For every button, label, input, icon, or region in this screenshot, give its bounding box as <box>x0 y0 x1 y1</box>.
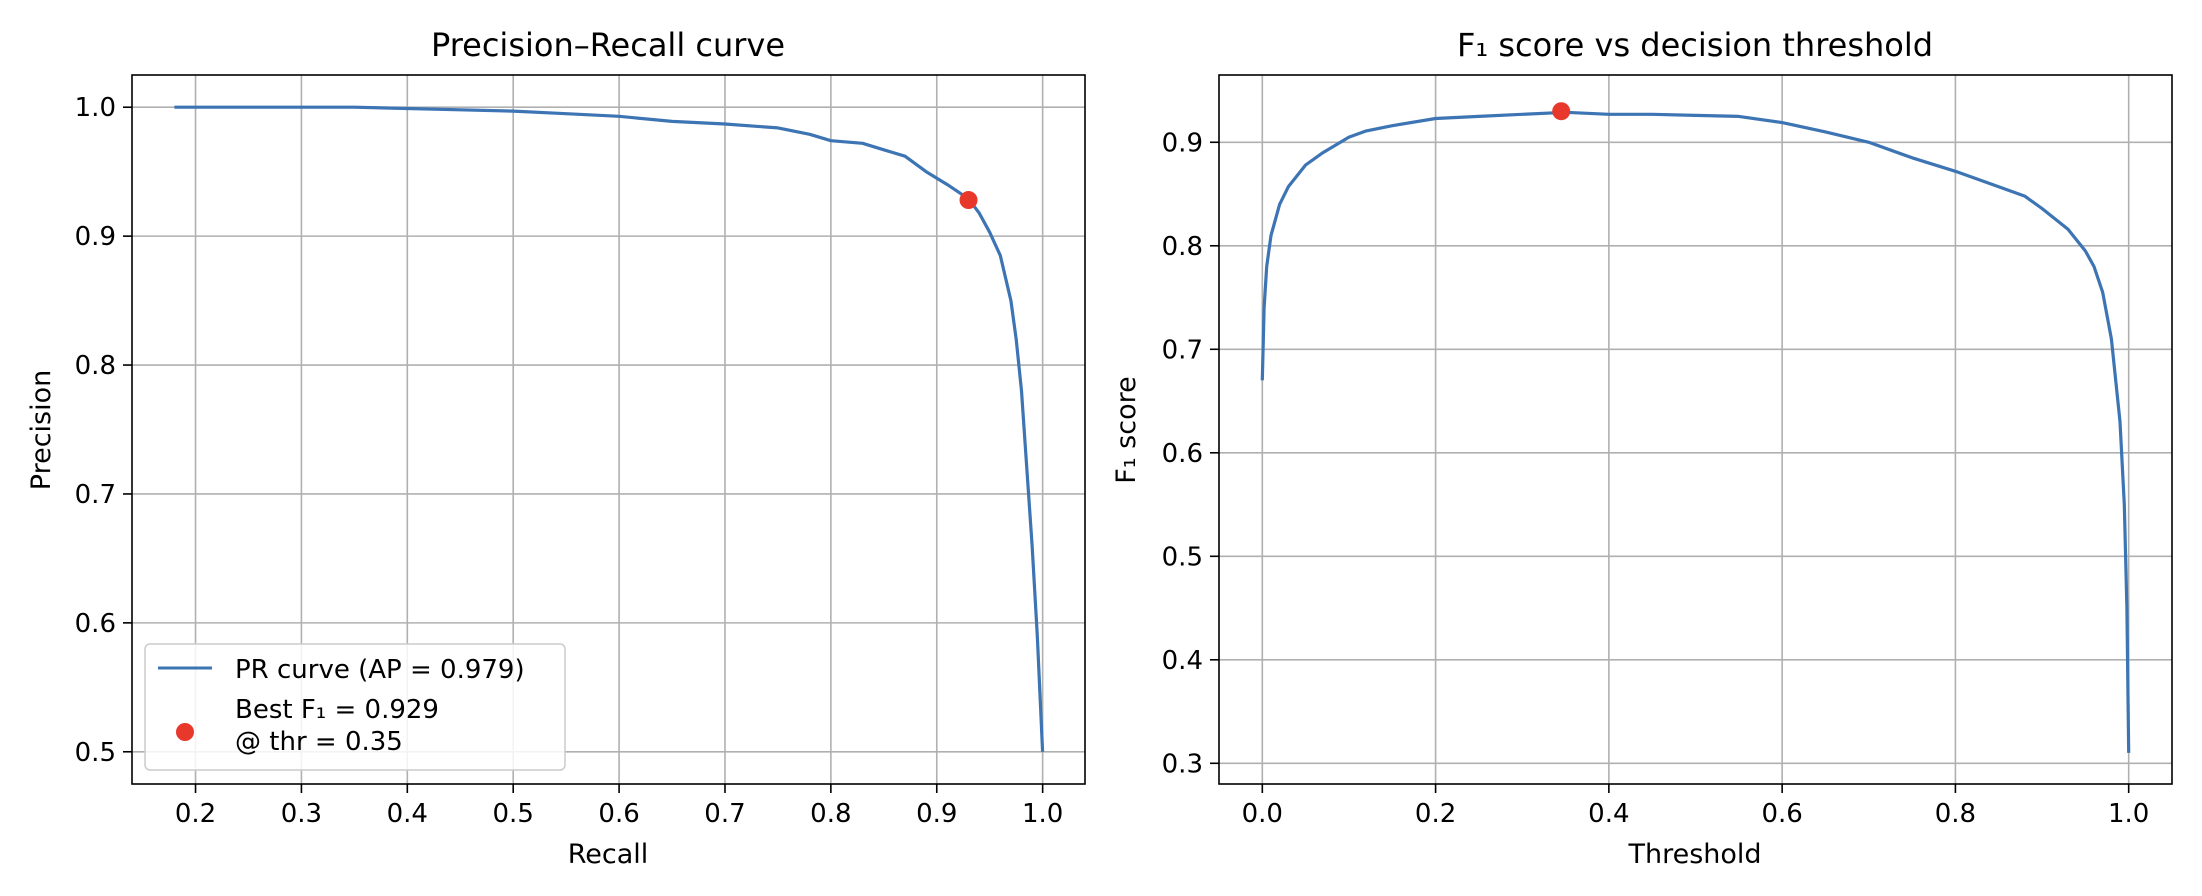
pr-x-tick-label: 0.3 <box>281 799 322 829</box>
f1-subplot: 0.0 0.2 0.4 0.6 0.8 1.00.30.40.50.60.70.80.9 … <box>1111 26 2173 870</box>
pr-x-axis-label: Recall <box>568 839 649 870</box>
pr-chart-title: Precision–Recall curve <box>431 26 785 64</box>
pr-legend-box <box>144 643 566 771</box>
f1-y-axis-label: F₁ score <box>1111 376 1142 484</box>
pr-x-tick-label: 0.6 <box>598 799 639 829</box>
f1-x-tick-label: 1.0 <box>2108 799 2149 829</box>
f1-x-tick-label: 0.8 <box>1935 799 1976 829</box>
pr-best-f1-marker <box>959 191 978 210</box>
pr-curve <box>174 105 1045 752</box>
pr-y-tick-label: 0.7 <box>75 480 116 510</box>
pr-legend-label-best-line1: Best F₁ = 0.929 <box>235 695 439 725</box>
pr-y-axis-label: Precision <box>26 370 57 490</box>
pr-subplot: 0.2 0.3 0.4 0.5 0.6 0.7 0.8 0.9 1.0 0.5 0.6 0.7 0.8 0… <box>26 26 1086 870</box>
f1-y-tick-label: 0.5 <box>1162 542 1203 572</box>
pr-x-tick-label: 0.9 <box>916 799 957 829</box>
pr-x-tick-label: 0.2 <box>175 799 216 829</box>
pr-y-tick-label: 0.9 <box>75 222 116 252</box>
pr-x-tick-label: 0.5 <box>493 799 534 829</box>
f1-y-tick-label: 0.6 <box>1162 439 1203 469</box>
pr-x-tick-label: 0.7 <box>704 799 745 829</box>
pr-y-tick-label: 0.8 <box>75 351 116 381</box>
pr-legend-label-curve: PR curve (AP = 0.979) <box>235 655 525 685</box>
pr-ticks: 0.2 0.3 0.4 0.5 0.6 0.7 0.8 0.9 1.0 0.5 0.6 0.7 0.8 0… <box>75 93 1064 829</box>
pr-legend-marker-best <box>176 723 194 741</box>
f1-x-tick-label: 0.6 <box>1761 799 1802 829</box>
f1-chart-title: F₁ score vs decision threshold <box>1457 26 1933 64</box>
f1-y-tick-label: 0.7 <box>1162 335 1203 365</box>
pr-x-tick-label: 0.8 <box>810 799 851 829</box>
f1-y-tick-label: 0.8 <box>1162 232 1203 262</box>
f1-plot-frame <box>1219 75 2172 784</box>
f1-x-tick-label: 0.4 <box>1588 799 1629 829</box>
pr-x-tick-label: 0.4 <box>387 799 428 829</box>
f1-y-tick-label: 0.9 <box>1162 128 1203 158</box>
f1-y-tick-label: 0.3 <box>1162 749 1203 779</box>
f1-series <box>1260 102 2131 753</box>
f1-best-f1-marker <box>1552 102 1571 121</box>
f1-ticks: 0.0 0.2 0.4 0.6 0.8 1.0 0.3 0.4 0.5 0.6 0.7 0.8 0.9 <box>1162 128 2150 829</box>
pr-y-tick-label: 0.6 <box>75 609 116 639</box>
f1-x-tick-label: 0.2 <box>1415 799 1456 829</box>
pr-legend: PR curve (AP = 0.979) Best F₁ = 0.929 @ … <box>144 643 566 771</box>
pr-y-tick-label: 0.5 <box>75 738 116 768</box>
pr-y-tick-label: 1.0 <box>75 93 116 123</box>
pr-axes-border <box>131 74 1086 785</box>
pr-series <box>174 105 1045 752</box>
pr-x-tick-label: 1.0 <box>1022 799 1063 829</box>
f1-y-tick-label: 0.4 <box>1162 646 1203 676</box>
f1-curve <box>1260 110 2131 753</box>
f1-x-axis-label: Threshold <box>1627 839 1761 870</box>
pr-grid <box>132 75 1085 784</box>
f1-axes-border <box>1218 74 2173 785</box>
f1-x-tick-label: 0.0 <box>1242 799 1283 829</box>
pr-legend-label-best-line2: @ thr = 0.35 <box>235 727 403 757</box>
